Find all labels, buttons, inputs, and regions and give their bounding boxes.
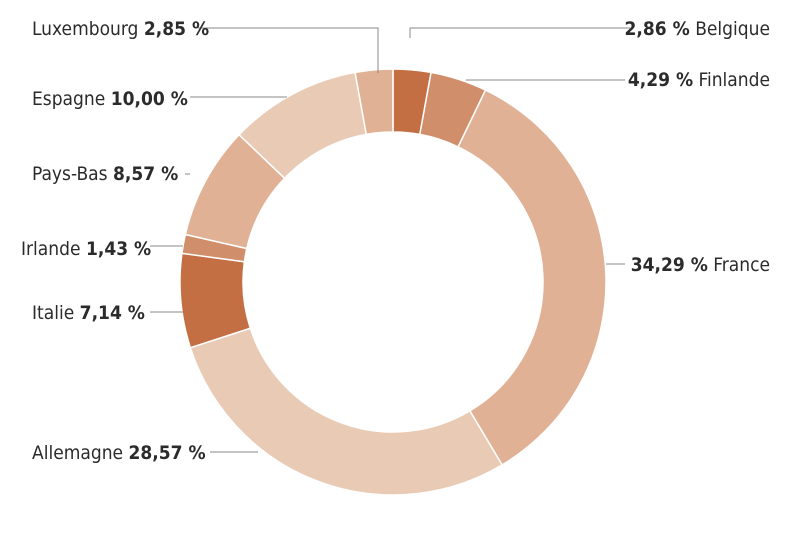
- leader-lines-group: [150, 27, 630, 453]
- label-allemagne: Allemagne 28,57 %: [32, 442, 206, 464]
- label-italie: Italie 7,14 %: [32, 302, 145, 324]
- leader-line-luxembourg: [198, 27, 379, 73]
- slice-france: [457, 89, 607, 466]
- label-espagne: Espagne 10,00 %: [32, 88, 188, 110]
- label-luxembourg: Luxembourg 2,85 %: [32, 18, 209, 40]
- slices-group: [179, 68, 607, 496]
- slice-luxembourg: [354, 68, 394, 136]
- label-pays-bas: Pays-Bas 8,57 %: [32, 163, 178, 185]
- label-france: 34,29 % France: [631, 254, 770, 276]
- label-finlande: 4,29 % Finlande: [628, 69, 770, 91]
- slice-allemagne: [189, 327, 504, 496]
- label-belgique: 2,86 % Belgique: [625, 18, 771, 40]
- leader-line-belgique: [409, 27, 630, 38]
- label-irlande: Irlande 1,43 %: [21, 238, 151, 260]
